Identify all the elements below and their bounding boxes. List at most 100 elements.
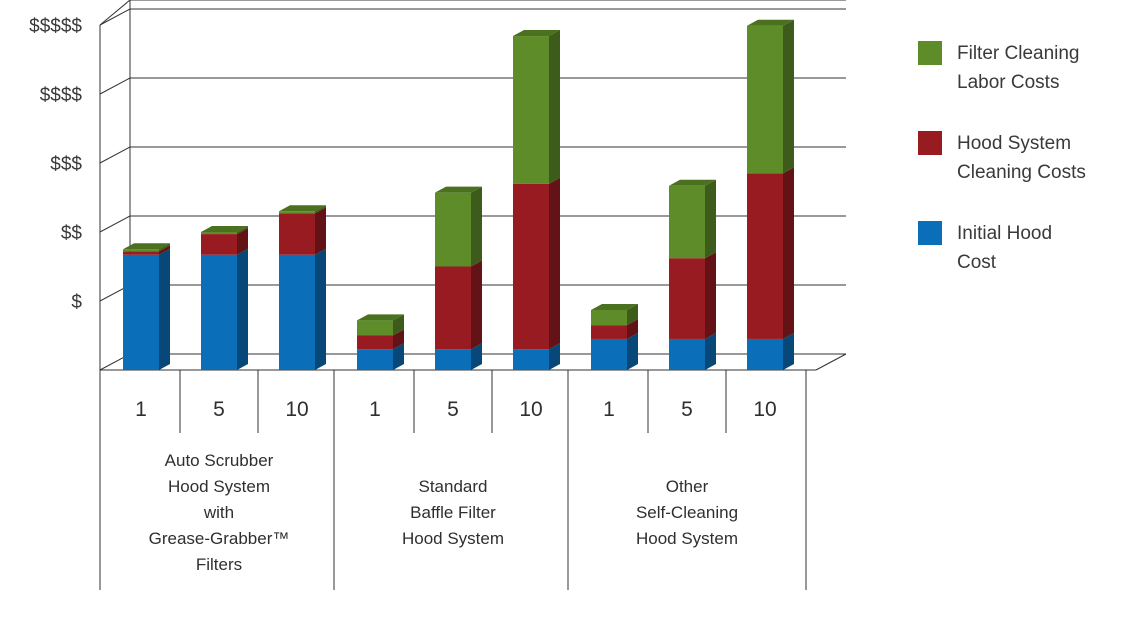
bar-segment xyxy=(123,249,159,252)
bar-segment-side xyxy=(393,314,404,336)
gridline-side xyxy=(99,8,131,26)
group-label-line: Other xyxy=(666,477,709,496)
y-tick-label: $$ xyxy=(61,223,83,244)
stacked-bar xyxy=(591,303,638,370)
group-label-line: Baffle Filter xyxy=(410,503,496,522)
bar-segment-side xyxy=(705,179,716,259)
legend-label-line: Filter Cleaning xyxy=(957,43,1080,64)
bar-segment xyxy=(279,254,315,370)
group-label-line: Hood System xyxy=(636,529,738,548)
bar-segment xyxy=(591,325,627,339)
bar-segment-side xyxy=(159,243,170,252)
group-label-line: Auto Scrubber xyxy=(165,451,274,470)
bar-top xyxy=(669,179,716,186)
bar-segment-side xyxy=(315,207,326,255)
bar-segment xyxy=(513,349,549,370)
bar-segment xyxy=(201,234,237,255)
bar-segment-side xyxy=(627,303,638,326)
legend-label-line: Cleaning Costs xyxy=(957,162,1086,183)
legend-label-line: Initial Hood xyxy=(957,223,1052,244)
y-tick-label: $$$$$ xyxy=(29,16,82,37)
bar-segment xyxy=(513,36,549,184)
x-tick-label: 10 xyxy=(753,398,776,421)
gridline-side xyxy=(99,77,131,95)
bar-top xyxy=(513,30,560,37)
bar-segment xyxy=(279,213,315,255)
x-tick-label: 10 xyxy=(285,398,308,421)
bar-segment-side xyxy=(471,260,482,350)
bar-segment xyxy=(591,338,627,370)
group-label-line: Self-Cleaning xyxy=(636,503,738,522)
bar-segment-side xyxy=(627,332,638,370)
legend-swatch xyxy=(918,41,942,65)
y-axis: $$$$$$$$$$$$$$$ xyxy=(29,16,82,313)
y-tick-label: $$$$ xyxy=(40,85,83,106)
bar-segment xyxy=(435,192,471,267)
stacked-bar xyxy=(747,19,794,370)
x-tick-label: 5 xyxy=(681,398,693,421)
group-label-line: with xyxy=(203,503,234,522)
bar-segment xyxy=(123,251,159,255)
legend-label: Initial Hood Cost xyxy=(957,223,1052,273)
legend-label-line: Labor Costs xyxy=(957,72,1059,93)
bar-segment-side xyxy=(471,186,482,267)
bar-segment-side xyxy=(159,245,170,255)
group-label-line: Filters xyxy=(196,555,242,574)
bar-segment-side xyxy=(627,319,638,339)
bar-segment xyxy=(747,25,783,174)
bar-segment-side xyxy=(783,167,794,339)
bar-top xyxy=(435,186,482,193)
bar-top xyxy=(201,226,248,232)
x-tick-label: 1 xyxy=(369,398,381,421)
bars xyxy=(123,19,794,370)
bar-segment-side xyxy=(783,332,794,370)
legend: Filter Cleaning Labor Costs Hood System Cle… xyxy=(918,41,1086,273)
bar-segment xyxy=(669,185,705,259)
bar-segment-side xyxy=(705,332,716,370)
bar-segment-side xyxy=(315,248,326,370)
stacked-bar xyxy=(435,186,482,370)
bar-top xyxy=(747,19,794,26)
bar-segment-side xyxy=(783,19,794,174)
gridline-side xyxy=(99,215,131,233)
bar-segment xyxy=(201,254,237,370)
bar-segment xyxy=(747,338,783,370)
legend-label-line: Hood System xyxy=(957,133,1071,154)
stacked-bar xyxy=(201,226,248,370)
group-label-line: Hood System xyxy=(402,529,504,548)
bar-segment-side xyxy=(159,248,170,370)
bar-segment xyxy=(747,173,783,339)
bar-segment xyxy=(357,349,393,370)
x-tick-label: 5 xyxy=(213,398,225,421)
stacked-bar xyxy=(357,314,404,370)
legend-label: Hood System Cleaning Costs xyxy=(957,133,1086,183)
legend-swatch xyxy=(918,221,942,245)
bar-segment-side xyxy=(315,205,326,214)
x-tick-label: 1 xyxy=(135,398,147,421)
legend-swatch xyxy=(918,131,942,155)
bar-segment xyxy=(357,335,393,350)
bar-segment xyxy=(669,258,705,339)
legend-label-line: Cost xyxy=(957,252,997,273)
category-table: 1 5 10 Auto Scrubber Hood System with Grease-G… xyxy=(99,370,807,590)
bar-segment xyxy=(201,232,237,235)
bar-segment-side xyxy=(705,252,716,339)
group-label: Auto Scrubber Hood System with Grease-Grabb… xyxy=(149,451,290,574)
side-wall-edge xyxy=(99,0,131,26)
stacked-bar xyxy=(513,30,560,370)
bar-segment-side xyxy=(549,177,560,350)
bar-segment-side xyxy=(549,343,560,370)
stacked-bar xyxy=(669,179,716,370)
bar-segment xyxy=(435,349,471,370)
bar-segment-side xyxy=(237,226,248,235)
bar-segment xyxy=(513,183,549,350)
bar-segment-side xyxy=(393,343,404,370)
group-label: Other Self-Cleaning Hood System xyxy=(636,477,738,548)
x-tick-label: 5 xyxy=(447,398,459,421)
bar-segment-side xyxy=(237,228,248,255)
y-tick-label: $$$ xyxy=(50,154,82,175)
stacked-bar xyxy=(279,205,326,370)
group-label-line: Standard xyxy=(419,477,488,496)
legend-label: Filter Cleaning Labor Costs xyxy=(957,43,1080,93)
